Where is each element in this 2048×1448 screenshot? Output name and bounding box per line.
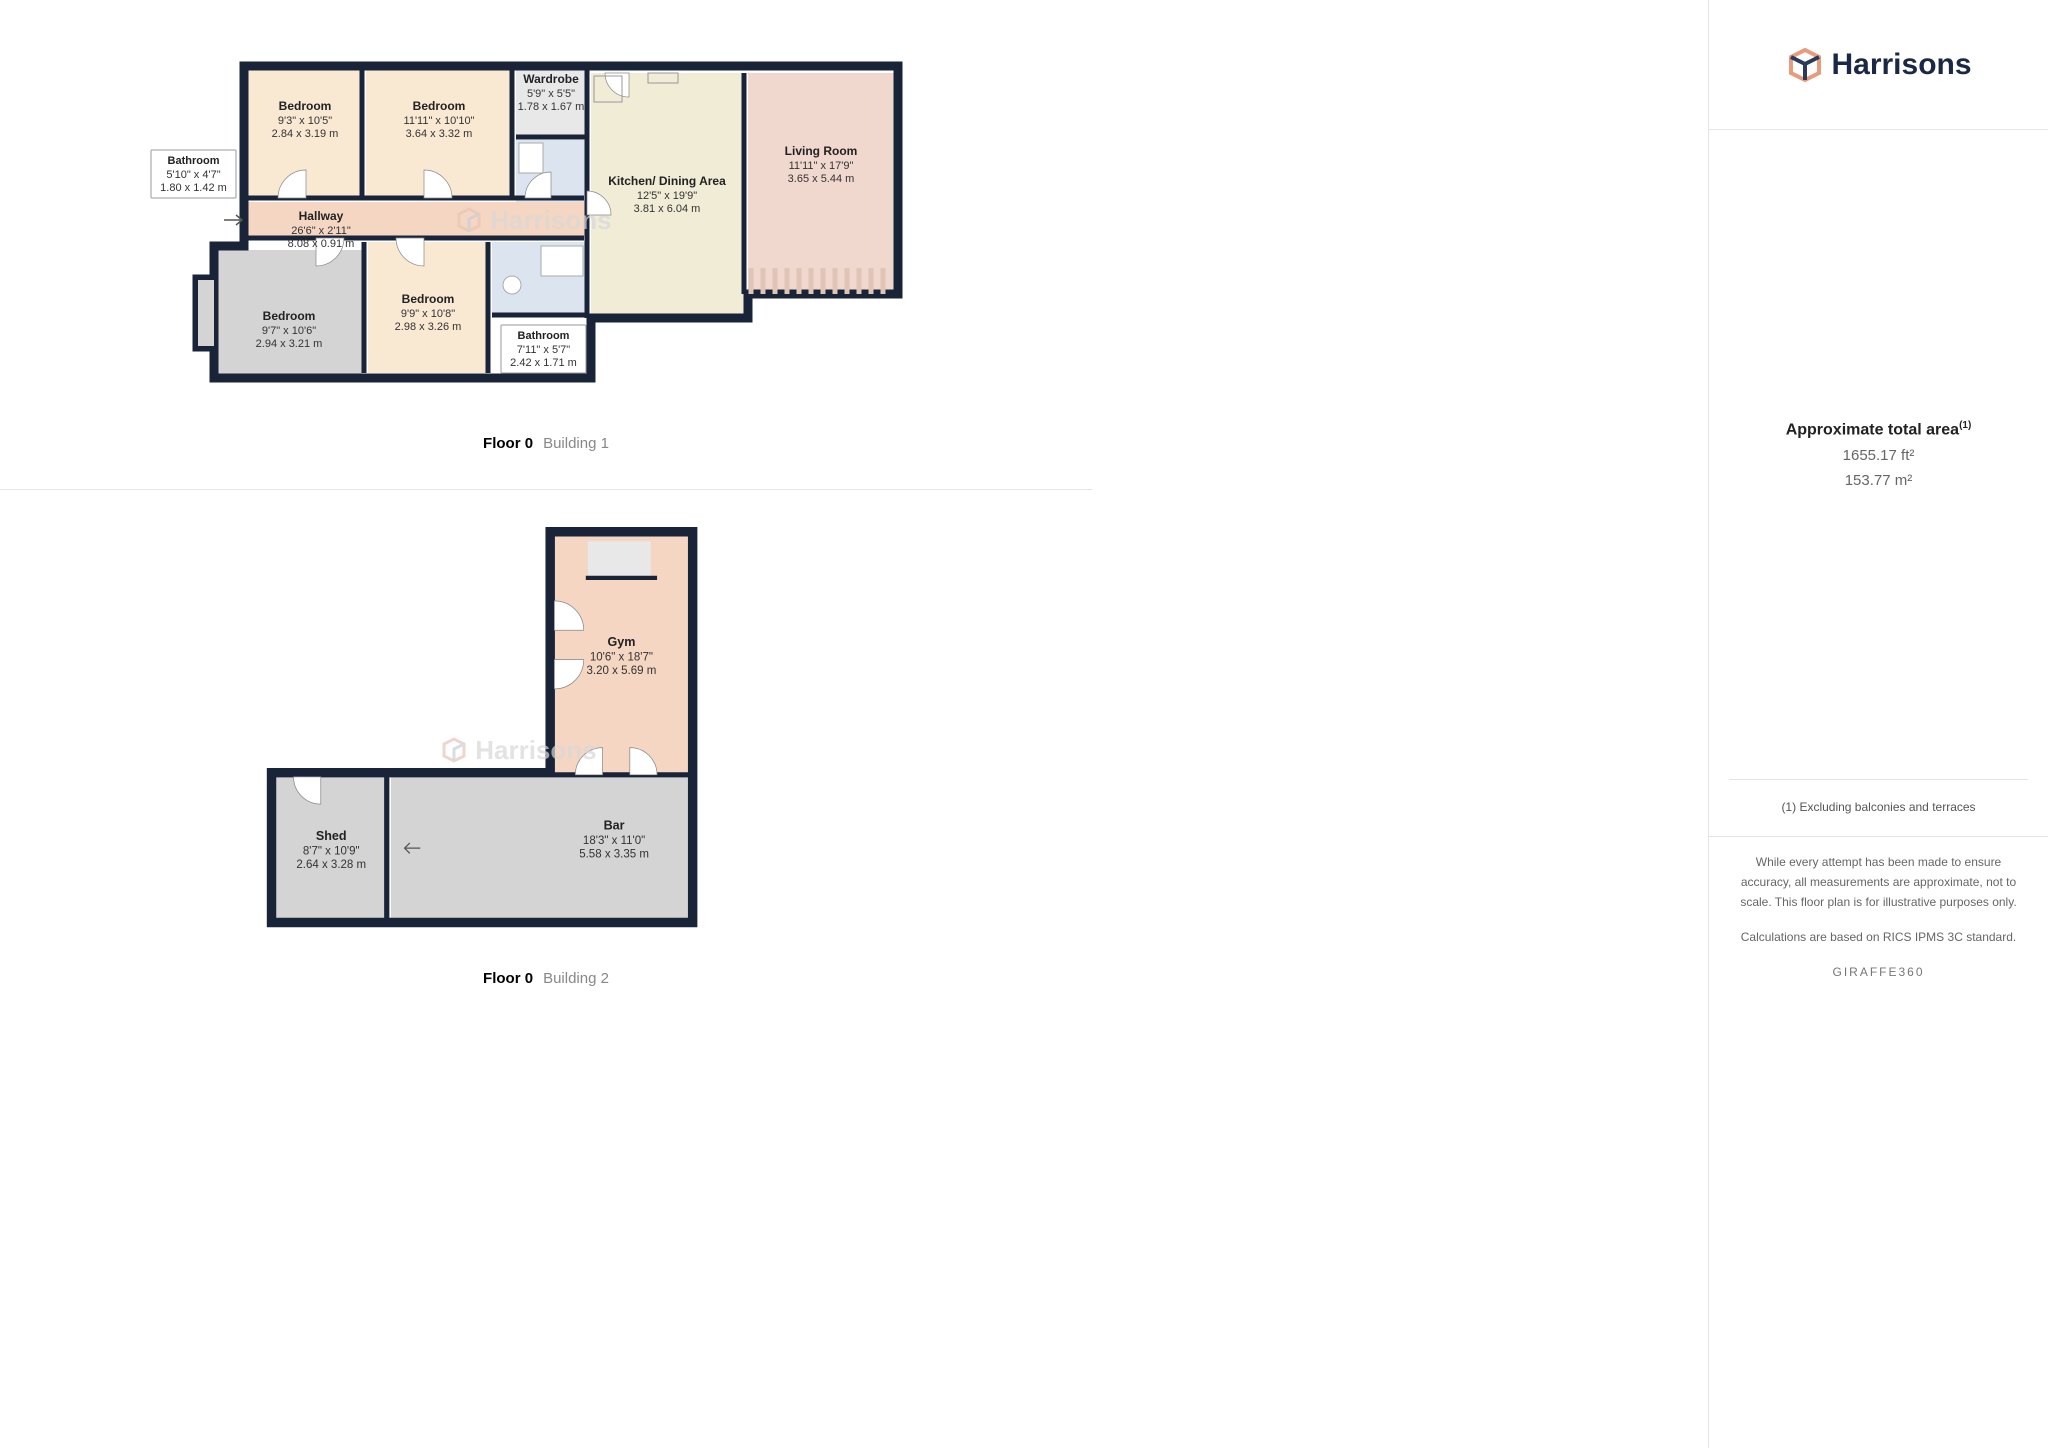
svg-text:Kitchen/ Dining Area: Kitchen/ Dining Area (608, 174, 726, 188)
svg-text:2.84 x 3.19 m: 2.84 x 3.19 m (272, 128, 339, 140)
svg-text:5'10" x 4'7": 5'10" x 4'7" (166, 169, 220, 181)
svg-text:11'11" x 10'10": 11'11" x 10'10" (404, 115, 475, 127)
building-1-section: Bedroom 9'3" x 10'5"2.84 x 3.19 m Bedroom 1… (0, 0, 1092, 490)
svg-text:1.80 x 1.42 m: 1.80 x 1.42 m (160, 182, 227, 194)
svg-text:9'9" x 10'8": 9'9" x 10'8" (401, 308, 455, 320)
svg-text:3.65 x 5.44 m: 3.65 x 5.44 m (788, 173, 855, 185)
svg-text:7'11" x 5'7": 7'11" x 5'7" (517, 344, 570, 356)
building-1-plan: Bedroom 9'3" x 10'5"2.84 x 3.19 m Bedroom 1… (146, 40, 946, 420)
area-title: Approximate total area(1) (1729, 420, 2028, 439)
floorplan-main: Bedroom 9'3" x 10'5"2.84 x 3.19 m Bedroom 1… (0, 0, 1092, 1448)
svg-text:1.78 x 1.67 m: 1.78 x 1.67 m (518, 101, 585, 113)
logo-icon (1785, 45, 1825, 85)
svg-text:3.81 x 6.04 m: 3.81 x 6.04 m (634, 203, 701, 215)
logo: Harrisons (1709, 0, 2048, 130)
area-ft: 1655.17 ft² (1729, 447, 2028, 464)
svg-text:Bathroom: Bathroom (518, 330, 570, 342)
caption-2: Floor 0Building 2 (0, 955, 1092, 1002)
svg-text:Bedroom: Bedroom (402, 292, 455, 306)
svg-text:5'9" x 5'5": 5'9" x 5'5" (527, 88, 575, 100)
disclaimer: While every attempt has been made to ens… (1709, 836, 2048, 998)
svg-text:26'6" x 2'11": 26'6" x 2'11" (291, 225, 351, 237)
building-2-plan: Gym 10'6" x 18'7"3.20 x 5.69 m Bar 18'3" x … (226, 515, 866, 955)
svg-text:Bar: Bar (604, 818, 625, 832)
svg-text:10'6" x 18'7": 10'6" x 18'7" (590, 652, 653, 664)
svg-text:Shed: Shed (316, 829, 347, 843)
svg-text:Bedroom: Bedroom (413, 99, 466, 113)
footnote: (1) Excluding balconies and terraces (1709, 780, 2048, 835)
svg-text:Living Room: Living Room (785, 144, 858, 158)
svg-text:11'11" x 17'9": 11'11" x 17'9" (789, 160, 854, 172)
caption-1: Floor 0Building 1 (0, 420, 1092, 467)
svg-text:Hallway: Hallway (299, 209, 344, 223)
sidebar: Harrisons Approximate total area(1) 1655… (1708, 0, 2048, 1448)
svg-text:Bathroom: Bathroom (168, 155, 220, 167)
svg-text:9'7" x 10'6": 9'7" x 10'6" (262, 325, 316, 337)
svg-text:Gym: Gym (607, 635, 635, 649)
svg-text:12'5" x 19'9": 12'5" x 19'9" (637, 190, 697, 202)
svg-text:Wardrobe: Wardrobe (523, 72, 579, 86)
svg-text:8.08 x 0.91 m: 8.08 x 0.91 m (288, 238, 355, 250)
area-summary: Approximate total area(1) 1655.17 ft² 15… (1709, 420, 2048, 780)
svg-text:9'3" x 10'5": 9'3" x 10'5" (278, 115, 332, 127)
svg-text:Bedroom: Bedroom (263, 309, 316, 323)
svg-text:2.42 x 1.71 m: 2.42 x 1.71 m (510, 357, 577, 369)
area-m: 153.77 m² (1729, 472, 2028, 489)
svg-text:2.94 x 3.21 m: 2.94 x 3.21 m (256, 338, 323, 350)
logo-text: Harrisons (1831, 48, 1971, 82)
svg-text:8'7" x 10'9": 8'7" x 10'9" (303, 845, 360, 857)
svg-text:5.58 x 3.35 m: 5.58 x 3.35 m (579, 849, 649, 861)
svg-text:2.64 x 3.28 m: 2.64 x 3.28 m (296, 859, 366, 871)
svg-text:18'3" x 11'0": 18'3" x 11'0" (583, 835, 645, 847)
svg-text:3.20 x 5.69 m: 3.20 x 5.69 m (587, 665, 657, 677)
svg-text:3.64 x 3.32 m: 3.64 x 3.32 m (406, 128, 473, 140)
provider-mark: GIRAFFE360 (1734, 962, 2023, 982)
svg-text:2.98 x 3.26 m: 2.98 x 3.26 m (395, 321, 462, 333)
building-2-section: Gym 10'6" x 18'7"3.20 x 5.69 m Bar 18'3" x … (0, 490, 1092, 1030)
svg-text:Bedroom: Bedroom (279, 99, 332, 113)
